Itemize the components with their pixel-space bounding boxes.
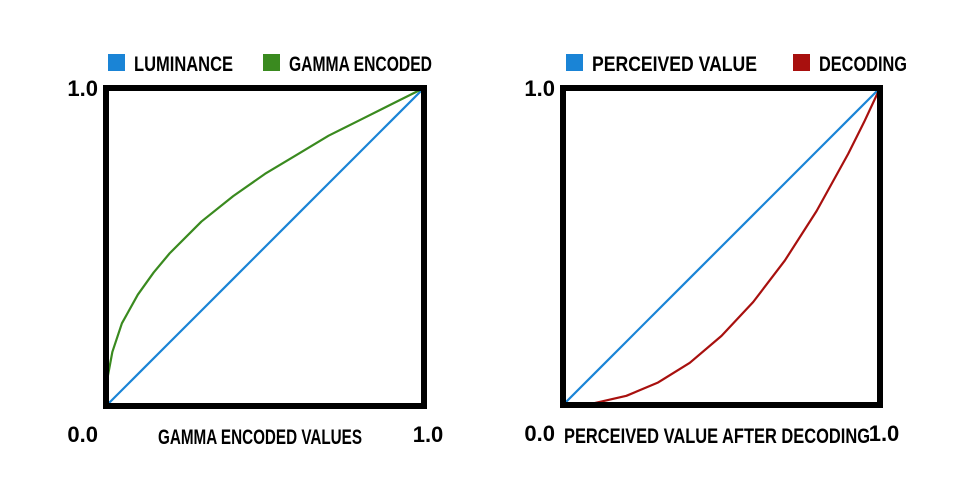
legend-swatch — [566, 54, 583, 71]
series-line-gamma-encoded — [104, 86, 426, 408]
legend-swatch — [108, 54, 125, 71]
legend-swatch — [263, 54, 280, 71]
x-axis-label: PERCEIVED VALUE AFTER DECODING — [564, 425, 870, 448]
plot-frame — [103, 85, 427, 409]
legend-label: DECODING — [819, 53, 907, 76]
legend-label: PERCEIVED VALUE — [592, 53, 757, 76]
series-line-luminance — [104, 86, 426, 408]
plot-frame — [560, 85, 883, 408]
series-line-perceived-value — [561, 86, 882, 407]
x-tick-label: 1.0 — [413, 422, 444, 447]
x-tick-label: 0.0 — [524, 421, 555, 446]
y-tick-label: 1.0 — [524, 76, 555, 101]
x-tick-label: 1.0 — [869, 421, 900, 446]
y-tick-label: 1.0 — [67, 76, 98, 101]
legend-swatch — [793, 54, 810, 71]
legend-label: LUMINANCE — [134, 53, 233, 76]
gamma-encoding-chart: LUMINANCE GAMMA ENCODED 1.0 0.0 1.0 GAMMA ENC… — [67, 53, 443, 449]
x-tick-label: 0.0 — [67, 422, 98, 447]
x-axis-label: GAMMA ENCODED VALUES — [158, 426, 362, 449]
legend-label: GAMMA ENCODED — [289, 53, 432, 76]
series-line-decoding — [561, 86, 882, 407]
